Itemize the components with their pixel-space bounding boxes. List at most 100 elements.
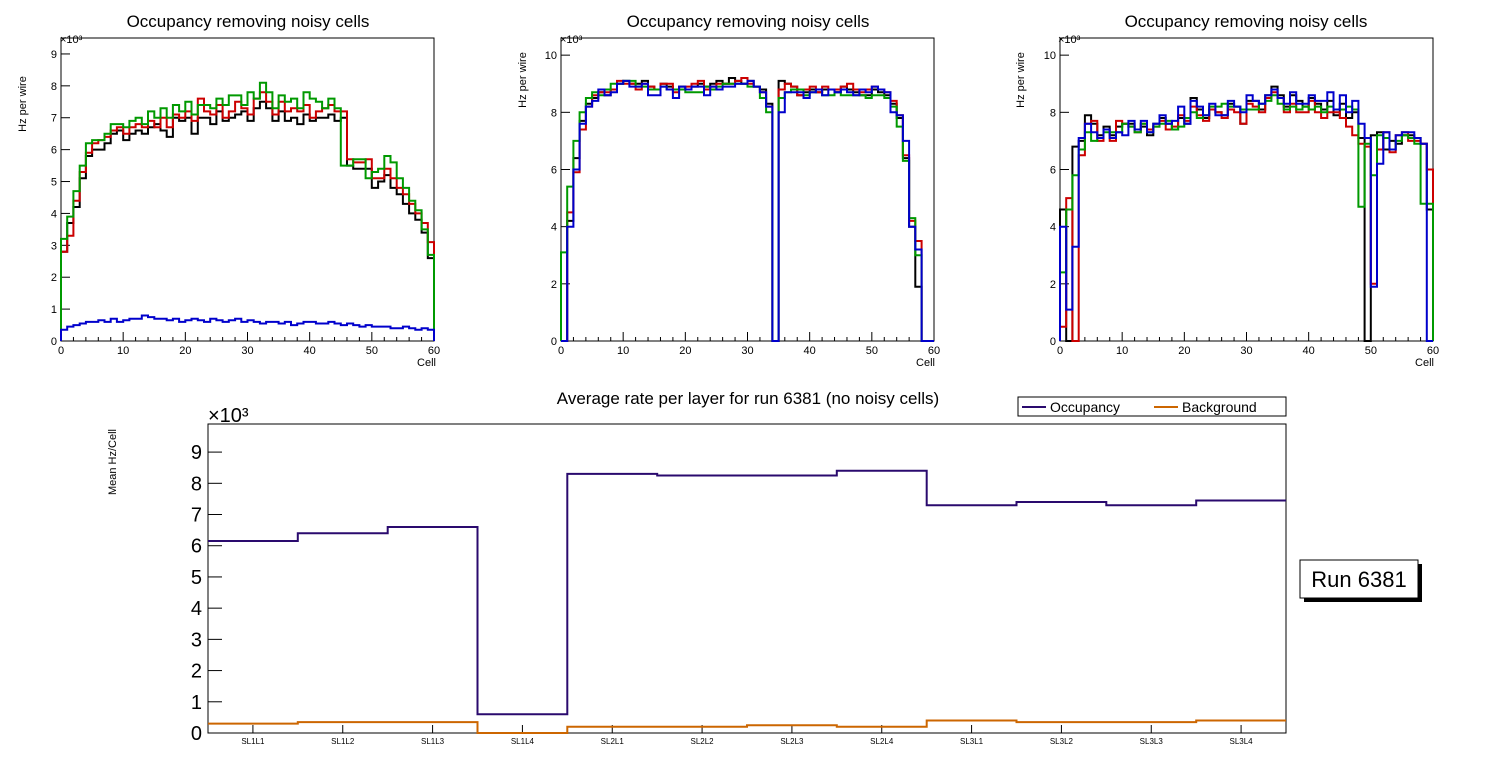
panel-title: Average rate per layer for run 6381 (no … [557, 389, 939, 408]
y-tick-label: 7 [51, 113, 57, 125]
series-line-green [560, 79, 934, 342]
panel-top-left: Occupancy removing noisy cells ×10³ Hz p… [17, 12, 440, 369]
x-tick-label: 20 [179, 345, 191, 357]
run-label: Run 6381 [1311, 567, 1406, 592]
y-tick-label: 9 [51, 49, 57, 61]
x-tick-label: 40 [1303, 345, 1315, 357]
plot-frame [60, 37, 435, 342]
series-line-green [60, 81, 435, 341]
y-tick-label: 8 [51, 81, 57, 93]
y-tick-label: 0 [1050, 336, 1056, 348]
legend-box [1017, 396, 1287, 417]
y-tick-label: 6 [191, 536, 202, 558]
series-line-blue [561, 79, 934, 342]
x-tick-label: 60 [928, 345, 940, 357]
x-tick-label: 50 [866, 345, 878, 357]
series-line-red [60, 91, 435, 341]
y-tick-label: 0 [51, 336, 57, 348]
y-axis-label: Hz per wire [17, 76, 29, 132]
x-tick-label: 50 [366, 345, 378, 357]
x-tick-label: 0 [558, 345, 564, 357]
x-tick-label: 30 [1240, 345, 1252, 357]
y-tick-label: 6 [551, 164, 557, 176]
x-axis-label: Cell [417, 357, 436, 369]
panel-title: Occupancy removing noisy cells [627, 12, 870, 31]
y-tick-label: 9 [191, 442, 202, 464]
x-tick-label: 20 [679, 345, 691, 357]
x-axis-label: Cell [916, 357, 935, 369]
panel-top-middle: Occupancy removing noisy cells ×10³ Hz p… [517, 12, 940, 369]
y-tick-label: 6 [1050, 164, 1056, 176]
x-tick-label: SL3L3 [1140, 737, 1164, 746]
x-tick-label: 10 [617, 345, 629, 357]
x-tick-label: SL3L4 [1230, 737, 1254, 746]
x-tick-label: SL2L1 [601, 737, 625, 746]
x-tick-label: 30 [241, 345, 253, 357]
series-line-occupancy [208, 469, 1286, 716]
y-tick-label: 4 [51, 208, 57, 220]
y-axis-label: Mean Hz/Cell [107, 429, 119, 495]
legend-label-occupancy: Occupancy [1050, 399, 1120, 415]
x-tick-label: SL2L4 [870, 737, 894, 746]
y-tick-label: 6 [51, 145, 57, 157]
x-tick-label: 0 [58, 345, 64, 357]
x-tick-label: 0 [1057, 345, 1063, 357]
run-annotation: Run 6381 [1299, 559, 1422, 602]
panel-title: Occupancy removing noisy cells [127, 12, 370, 31]
panel-title: Occupancy removing noisy cells [1125, 12, 1368, 31]
y-tick-label: 0 [551, 336, 557, 348]
series-line-background [208, 719, 1286, 734]
x-tick-label: 20 [1178, 345, 1190, 357]
y-tick-label: 2 [191, 661, 202, 683]
y-exponent: ×10³ [208, 405, 249, 427]
y-exponent: ×10³ [60, 34, 83, 46]
y-axis-label: Hz per wire [517, 52, 529, 108]
legend-label-background: Background [1182, 399, 1257, 415]
y-tick-label: 8 [551, 107, 557, 119]
y-tick-label: 7 [191, 505, 202, 527]
y-tick-label: 4 [191, 598, 202, 620]
x-tick-label: SL2L3 [780, 737, 804, 746]
x-tick-label: 30 [741, 345, 753, 357]
y-tick-label: 4 [1050, 222, 1056, 234]
run-box [1299, 559, 1419, 599]
y-tick-label: 2 [551, 279, 557, 291]
x-tick-label: SL1L3 [421, 737, 445, 746]
x-tick-label: SL3L2 [1050, 737, 1074, 746]
y-tick-label: 8 [1050, 107, 1056, 119]
y-tick-label: 1 [191, 692, 202, 714]
y-tick-label: 5 [191, 567, 202, 589]
y-tick-label: 3 [51, 240, 57, 252]
y-tick-label: 8 [191, 473, 202, 495]
y-axis-label: Hz per wire [1015, 52, 1027, 108]
x-tick-label: SL2L2 [691, 737, 715, 746]
y-tick-label: 1 [51, 304, 57, 316]
x-tick-label: 60 [1427, 345, 1439, 357]
plot-frame [207, 423, 1287, 734]
series-line-red [561, 77, 934, 342]
x-tick-label: SL1L1 [241, 737, 265, 746]
y-tick-label: 5 [51, 177, 57, 189]
series-line-green [1059, 94, 1434, 341]
y-tick-label: 0 [191, 723, 202, 745]
y-tick-label: 2 [51, 272, 57, 284]
x-tick-label: 40 [804, 345, 816, 357]
x-tick-label: SL1L4 [511, 737, 535, 746]
y-tick-label: 3 [191, 629, 202, 651]
y-tick-label: 10 [545, 50, 557, 62]
y-exponent: ×10³ [560, 34, 583, 46]
legend: Occupancy Background [1017, 396, 1287, 417]
y-tick-label: 10 [1044, 50, 1056, 62]
x-tick-label: 50 [1365, 345, 1377, 357]
panel-bottom: Average rate per layer for run 6381 (no … [107, 389, 1422, 746]
x-tick-label: 60 [428, 345, 440, 357]
x-tick-label: SL3L1 [960, 737, 984, 746]
series-line-black [561, 77, 934, 342]
x-axis-label: Cell [1415, 357, 1434, 369]
panel-top-right: Occupancy removing noisy cells ×10³ Hz p… [1015, 12, 1439, 369]
y-tick-label: 2 [1050, 279, 1056, 291]
x-tick-label: 40 [304, 345, 316, 357]
y-tick-label: 4 [551, 222, 557, 234]
x-tick-label: SL1L2 [331, 737, 355, 746]
